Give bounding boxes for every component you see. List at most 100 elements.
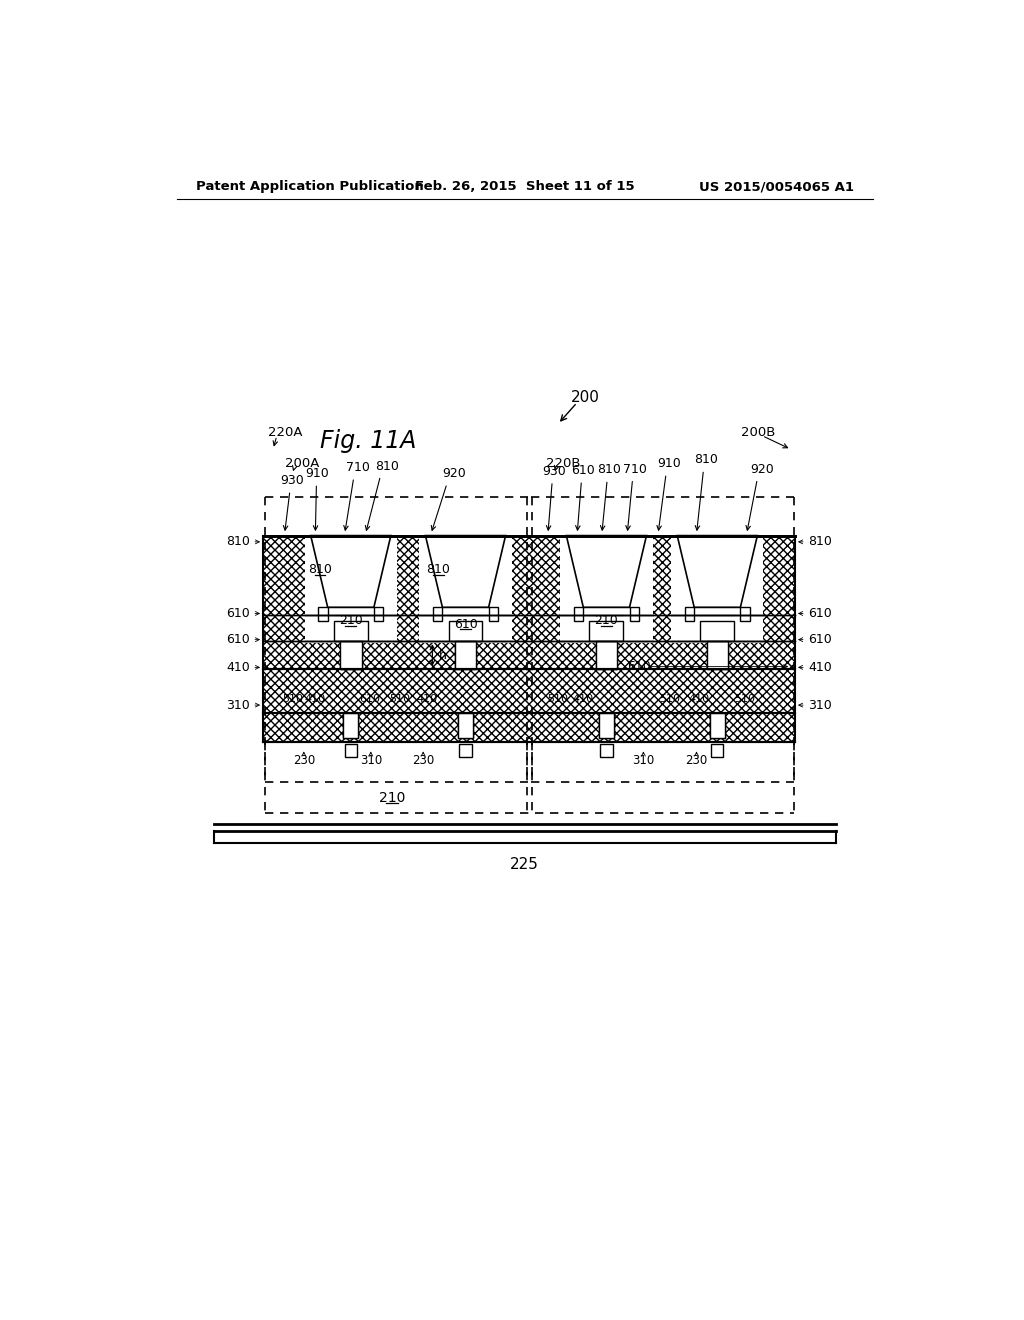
Polygon shape [740, 607, 750, 622]
Polygon shape [433, 607, 442, 622]
Text: 610: 610 [627, 660, 650, 673]
Text: 510: 510 [659, 693, 680, 704]
Polygon shape [425, 536, 506, 607]
Bar [458, 713, 473, 738]
Polygon shape [566, 536, 646, 607]
Bar [263, 713, 795, 742]
Text: 610: 610 [808, 634, 831, 647]
Bar [560, 536, 652, 615]
Bar [304, 536, 397, 615]
Text: 510: 510 [734, 693, 756, 704]
Text: Patent Application Publication: Patent Application Publication [196, 181, 424, 194]
Text: 200: 200 [570, 389, 599, 405]
Text: Fig. 11A: Fig. 11A [319, 429, 416, 453]
Text: 910: 910 [305, 467, 329, 480]
Text: 910: 910 [657, 457, 681, 470]
Text: h: h [438, 648, 446, 661]
Text: 410: 410 [305, 693, 326, 704]
Polygon shape [488, 607, 498, 622]
Polygon shape [318, 607, 328, 622]
Polygon shape [677, 536, 758, 607]
Bar [334, 622, 368, 642]
Text: 610: 610 [226, 607, 250, 620]
Bar [451, 669, 480, 671]
Polygon shape [685, 607, 694, 622]
Text: 930: 930 [542, 465, 566, 478]
Bar [419, 536, 512, 615]
Polygon shape [574, 607, 584, 622]
Text: 410: 410 [226, 661, 250, 675]
Bar [449, 622, 482, 642]
Bar [336, 669, 366, 671]
Bar [671, 536, 764, 615]
Polygon shape [566, 536, 646, 607]
Bar [592, 669, 621, 671]
Text: 610: 610 [358, 693, 380, 704]
Text: 810: 810 [808, 536, 833, 548]
Bar [590, 622, 624, 642]
Text: 310: 310 [808, 698, 831, 711]
Bar [340, 642, 361, 669]
Text: 510: 510 [548, 693, 568, 704]
Bar [343, 713, 358, 738]
Text: 610: 610 [808, 607, 831, 620]
Text: 410: 410 [688, 693, 710, 704]
Text: 710: 710 [346, 461, 370, 474]
Polygon shape [685, 607, 694, 622]
Bar [700, 622, 734, 642]
Text: 310: 310 [632, 755, 654, 767]
Text: 610: 610 [571, 465, 595, 478]
Text: 200B: 200B [741, 426, 775, 440]
Text: Feb. 26, 2015  Sheet 11 of 15: Feb. 26, 2015 Sheet 11 of 15 [415, 181, 635, 194]
Bar [419, 536, 512, 615]
Bar [710, 713, 725, 738]
Text: 810: 810 [598, 463, 622, 477]
Bar [702, 669, 732, 671]
Bar [710, 713, 725, 738]
Text: 210: 210 [379, 791, 406, 804]
Polygon shape [630, 607, 639, 622]
Bar [671, 536, 764, 615]
Bar [700, 622, 734, 642]
Text: 310: 310 [226, 698, 250, 711]
Text: 810: 810 [694, 453, 719, 466]
Text: 230: 230 [293, 755, 315, 767]
Polygon shape [374, 607, 383, 622]
Polygon shape [740, 607, 750, 622]
Bar [345, 743, 357, 758]
Text: 220B: 220B [547, 457, 581, 470]
Text: 200A: 200A [285, 457, 318, 470]
Polygon shape [574, 607, 584, 622]
Text: 510: 510 [389, 693, 411, 704]
Text: 220A: 220A [267, 426, 302, 440]
Bar [451, 669, 480, 671]
Bar [304, 614, 397, 643]
Bar [334, 622, 368, 642]
Text: 230: 230 [685, 755, 708, 767]
Bar [600, 743, 612, 758]
Polygon shape [488, 607, 498, 622]
Bar [455, 642, 476, 669]
Bar [340, 642, 361, 669]
Text: 310: 310 [359, 755, 382, 767]
Bar [596, 642, 617, 669]
Text: 410: 410 [808, 661, 831, 675]
Text: 810: 810 [427, 564, 451, 576]
Bar [590, 622, 624, 642]
Text: 920: 920 [442, 467, 466, 480]
Polygon shape [677, 536, 758, 607]
Text: 710: 710 [623, 462, 647, 475]
Polygon shape [433, 607, 442, 622]
Text: 410: 410 [572, 693, 594, 704]
Bar [336, 669, 366, 671]
Bar [599, 713, 614, 738]
Text: 810: 810 [375, 459, 399, 473]
Text: 810: 810 [226, 536, 250, 548]
Bar [419, 614, 512, 643]
Bar [707, 642, 728, 669]
Bar [449, 622, 482, 642]
Bar [671, 614, 764, 643]
Bar [460, 743, 472, 758]
Polygon shape [310, 536, 391, 607]
Text: US 2015/0054065 A1: US 2015/0054065 A1 [699, 181, 854, 194]
